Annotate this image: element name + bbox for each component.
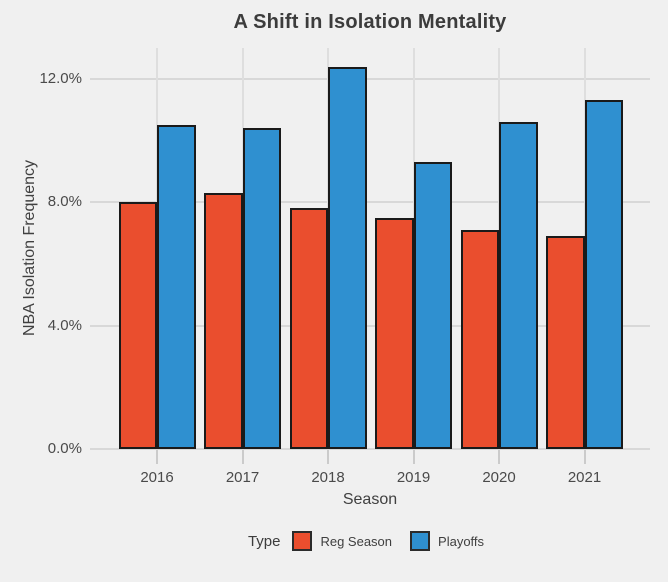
bar-playoffs-2021 <box>584 100 623 449</box>
bar-playoffs-2020 <box>499 122 538 449</box>
legend-item-reg-season: Reg Season <box>292 531 392 551</box>
x-tick-label: 2016 <box>140 469 174 486</box>
legend: Type Reg Season Playoffs <box>90 531 650 551</box>
x-tick-label: 2019 <box>396 469 431 486</box>
legend-title: Type <box>247 532 281 550</box>
x-tick-label: 2017 <box>225 469 260 486</box>
plot-area: 0.0% 4.0% 8.0% 12.0% 2016 2017 2018 2019 2020 202… <box>39 48 650 486</box>
y-gridline <box>90 77 650 80</box>
y-tick-label: 4.0% <box>47 316 82 334</box>
y-gridline <box>90 324 650 327</box>
y-gridline <box>90 201 650 204</box>
bar-playoffs-2019 <box>413 162 452 449</box>
legend-swatch <box>410 531 431 551</box>
x-tick-label: 2018 <box>311 469 345 486</box>
x-tick-mark <box>241 449 244 464</box>
y-gridline <box>90 448 650 450</box>
x-tick-mark <box>412 449 415 464</box>
bar-reg-season-2018 <box>289 208 328 449</box>
y-tick-label: 0.0% <box>47 440 82 457</box>
chart-title: A Shift in Isolation Mentality <box>233 11 507 33</box>
x-tick-label: 2021 <box>567 469 602 486</box>
bar-playoffs-2018 <box>328 67 367 449</box>
bar-reg-season-2016 <box>118 202 157 449</box>
bar-reg-season-2017 <box>204 193 243 449</box>
bar-reg-season-2019 <box>375 218 414 449</box>
x-axis-title: Season <box>342 491 398 508</box>
x-tick-mark <box>327 449 329 464</box>
x-tick-mark <box>583 449 586 464</box>
x-tick-mark <box>156 449 158 464</box>
bar-playoffs-2017 <box>242 128 281 449</box>
x-tick-mark <box>498 449 500 464</box>
bar-playoffs-2016 <box>157 125 196 449</box>
x-tick-label: 2020 <box>482 469 516 486</box>
legend-item-playoffs: Playoffs <box>410 531 484 551</box>
bar-reg-season-2020 <box>460 230 499 449</box>
legend-swatch <box>292 531 313 551</box>
legend-label: Playoffs <box>438 533 485 549</box>
legend-label: Reg Season <box>320 533 393 549</box>
y-axis-title: NBA Isolation Frequency <box>21 159 38 337</box>
bar-reg-season-2021 <box>546 236 585 449</box>
y-tick-label: 12.0% <box>39 69 82 87</box>
y-tick-label: 8.0% <box>47 193 82 211</box>
